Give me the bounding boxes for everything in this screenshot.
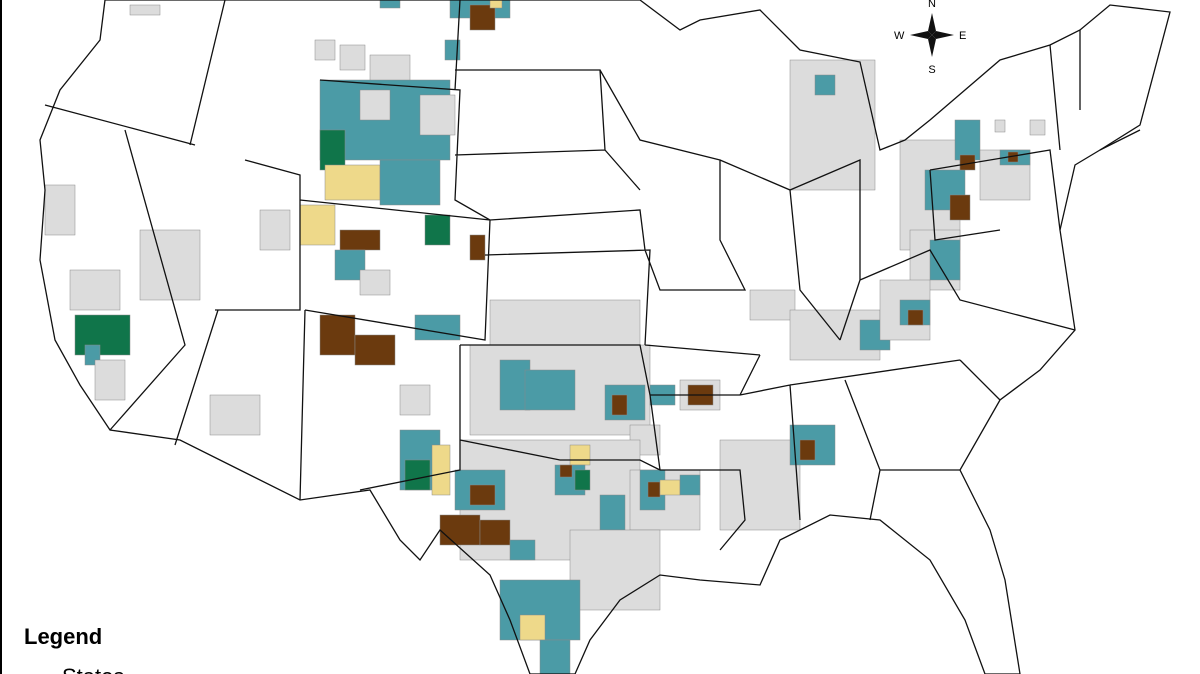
county-area [799,439,816,461]
county-area [319,314,356,356]
county-area [509,539,536,561]
county-area [559,464,573,478]
county-area [469,234,486,261]
county-area [489,0,503,9]
county-area [611,394,628,416]
county-area [907,309,924,326]
legend-item: States [62,664,124,674]
counties [44,0,1046,674]
county-area [1029,119,1046,136]
county-area [299,204,336,246]
county-area [659,479,681,496]
county-area [314,39,336,61]
county-area [359,269,391,296]
county-area [74,314,131,356]
county-area [599,494,626,531]
county-area [339,44,366,71]
county-area [679,474,701,496]
state-lines [44,0,1141,551]
county-area [949,194,971,221]
compass-arrow [932,31,954,39]
county-area [354,334,396,366]
county-area [359,89,391,121]
county-area [444,39,461,61]
compass-arrow [928,35,936,57]
compass-label: N [928,0,936,10]
compass-label: W [894,30,905,42]
county-area [814,74,836,96]
county-area [479,519,511,546]
compass-label: S [928,64,935,76]
county-area [69,269,121,311]
compass-arrow [928,13,936,35]
county-area [489,299,641,351]
county-area [129,4,161,16]
county-area [954,119,981,161]
us-outline [39,0,1171,674]
county-area [379,159,441,206]
county-area [379,0,401,9]
county-area [419,94,456,136]
county-area [139,229,201,301]
county-area [259,209,291,251]
county-area [574,469,591,491]
county-area [647,481,661,498]
county-area [339,229,381,251]
compass-label: E [959,30,966,42]
county-area [519,614,546,641]
compass: N S E W [894,0,966,76]
county-area [399,384,431,416]
county-area [94,359,126,401]
county-area [431,444,451,496]
county-area [719,439,801,531]
county-area [749,289,796,321]
county-area [469,484,496,506]
county-area [569,444,591,466]
county-area [424,214,451,246]
county-area [439,514,481,546]
county-area [469,4,496,31]
county-area [319,129,346,171]
county-area [404,459,431,491]
county-area [994,119,1006,133]
county-area [569,529,661,611]
county-area [929,239,961,281]
county-area [44,184,76,236]
legend-title: Legend [24,624,102,649]
compass-arrow [910,31,932,39]
county-area [524,369,576,411]
county-area [414,314,461,341]
county-area [324,164,381,201]
county-area [209,394,261,436]
county-area [539,639,571,674]
